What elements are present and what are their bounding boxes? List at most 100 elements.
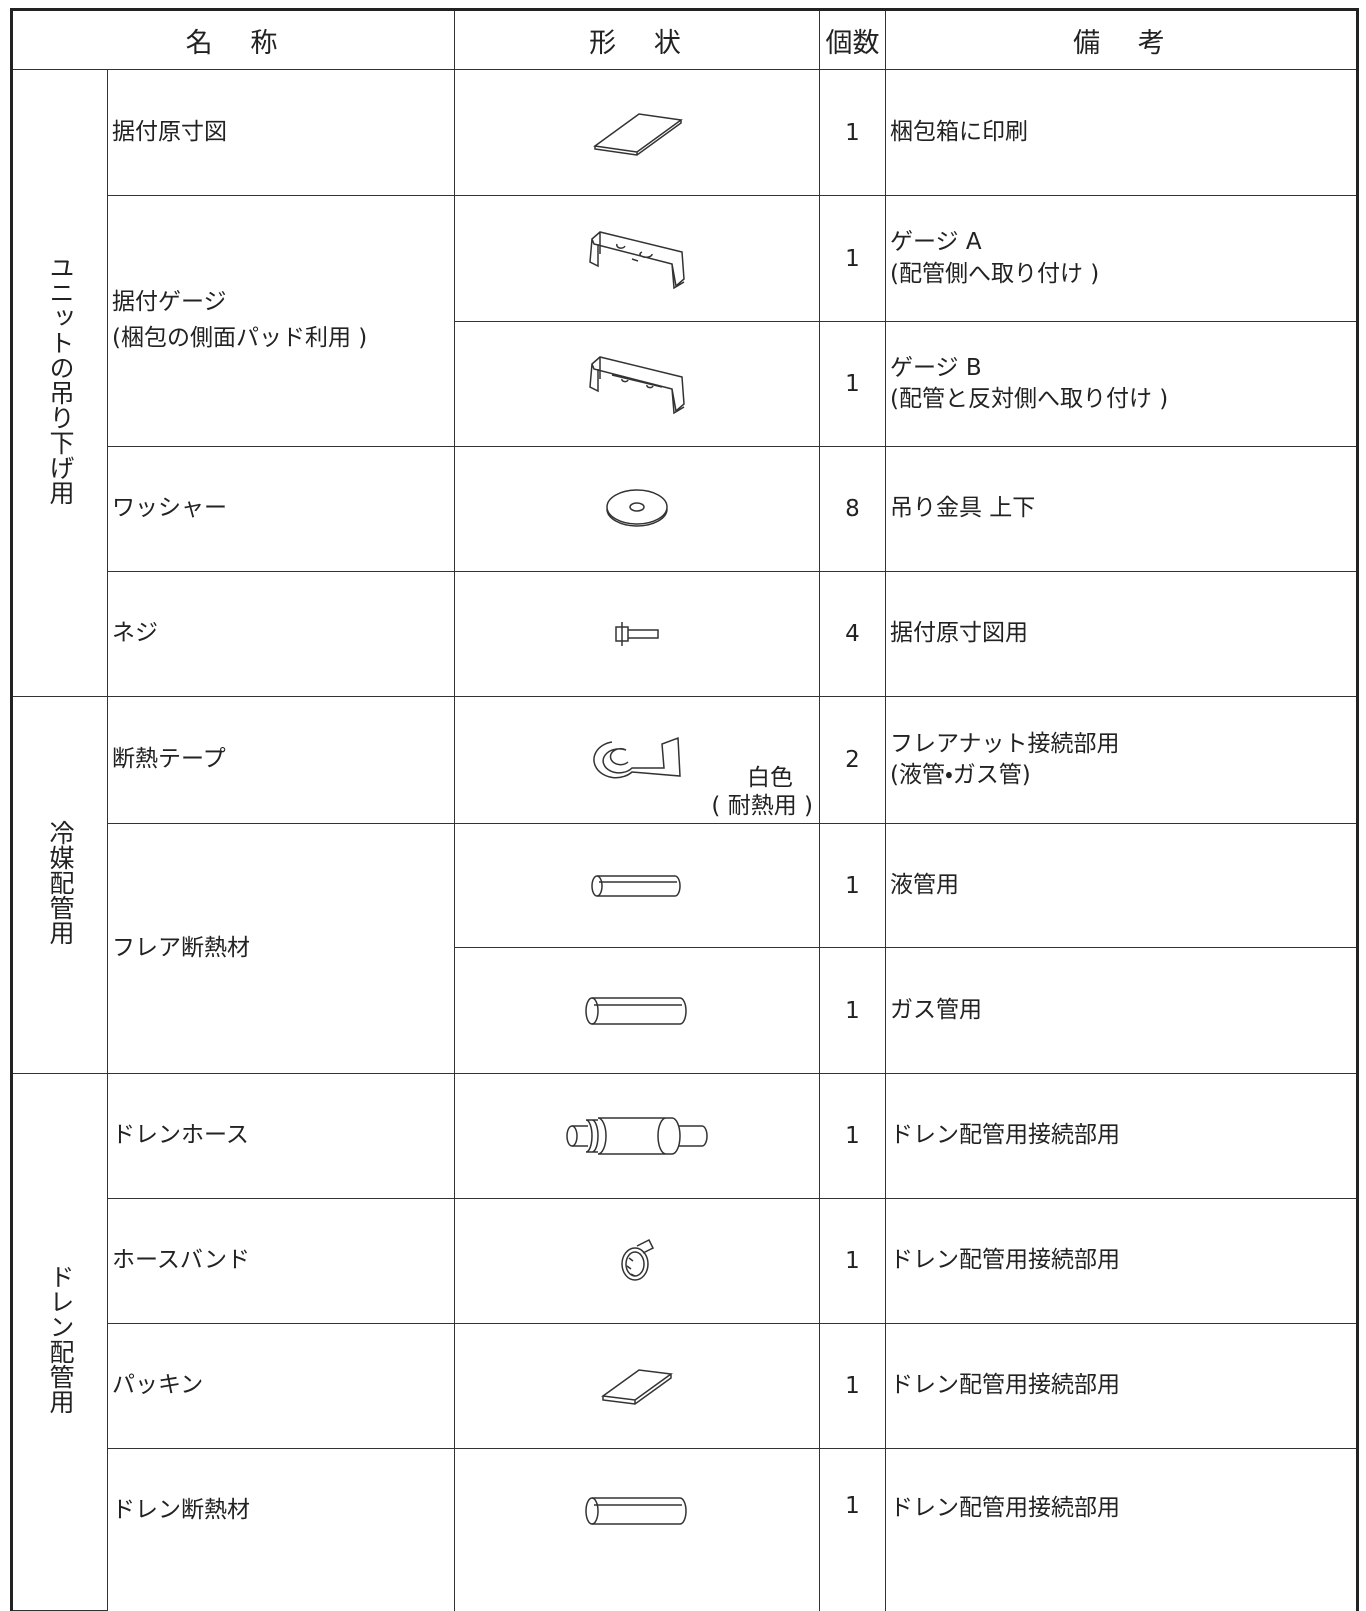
- shape-icon: [621, 1238, 655, 1281]
- remark-cell: 液管用: [885, 823, 1358, 948]
- row: ネジ 4 据付原寸図用: [12, 571, 1358, 697]
- row: ユニットの吊り下げ用 据付原寸図 1 梱包箱に印刷: [11, 69, 1358, 697]
- item-name: ワッシャー: [112, 495, 227, 522]
- item-name: パッキン: [112, 1372, 204, 1399]
- shape-cell: [454, 1323, 820, 1449]
- row: ドレン断熱材 1 ドレン配管用接続部用: [12, 1448, 1358, 1611]
- remark: フレアナット接続部用: [890, 730, 1120, 757]
- row: パッキン 1 ドレン配管用接続部用: [12, 1323, 1358, 1449]
- shape-icon: [591, 874, 681, 897]
- item-name: ホースバンド: [112, 1247, 250, 1274]
- item-name: フレア断熱材: [112, 934, 250, 961]
- shape-icon: [601, 1369, 673, 1405]
- shape-note-line: 白色: [747, 764, 793, 791]
- name-cell: フレア断熱材: [107, 823, 455, 1074]
- accessory-table: 名称 形状 個数 備考 ユニットの吊り下げ用 据付原寸図 1 梱包箱に印刷 据付…: [10, 8, 1359, 1611]
- shape-cell: [454, 947, 820, 1074]
- remark: ゲージ A: [890, 229, 982, 256]
- count-cell: 1: [819, 823, 886, 948]
- remark: (配管側へ取り付け ): [890, 260, 1100, 287]
- count-cell: 1: [819, 1073, 886, 1199]
- remark: 据付原寸図用: [890, 620, 1028, 647]
- remark: ドレン配管用接続部用: [890, 1122, 1120, 1149]
- name-cell: 据付原寸図: [107, 69, 455, 196]
- shape-icon: [585, 996, 687, 1025]
- group-label: 冷媒配管用: [46, 819, 75, 945]
- remark: 梱包箱に印刷: [890, 118, 1028, 145]
- remark: 吊り金具 上下: [890, 495, 1036, 522]
- remark: ゲージ B: [890, 354, 982, 381]
- count-cell: 1: [819, 195, 886, 322]
- count-cell: 1: [819, 1198, 886, 1324]
- row: フレア断熱材 1 液管用: [12, 823, 1358, 1074]
- row: ワッシャー 8 吊り金具 上下: [12, 446, 1358, 572]
- shape-icon: [589, 230, 685, 289]
- shape-cell: [454, 1073, 820, 1199]
- name-cell: 断熱テープ: [107, 696, 455, 824]
- group-cell: ユニットの吊り下げ用: [11, 69, 108, 697]
- remark-cell: ドレン配管用接続部用: [885, 1198, 1358, 1324]
- row: 冷媒配管用 断熱テープ 白色( 耐熱用 ) 2 フレアナット接続部用 (液管・ガス…: [11, 696, 1358, 1074]
- name-cell: パッキン: [107, 1323, 455, 1449]
- group-label: ドレン配管用: [46, 1264, 75, 1414]
- shape-cell: [454, 446, 820, 572]
- count-cell: 1: [819, 321, 886, 447]
- item-name: ネジ: [112, 620, 158, 647]
- name-cell: ドレン断熱材: [107, 1448, 455, 1611]
- shape-icon: [606, 489, 668, 527]
- remark-cell: ドレン配管用接続部用: [885, 1073, 1358, 1199]
- remark-cell: 吊り金具 上下: [885, 446, 1358, 572]
- shape-cell: [454, 1198, 820, 1324]
- row: ホースバンド 1 ドレン配管用接続部用: [12, 1198, 1358, 1324]
- name-cell: ホースバンド: [107, 1198, 455, 1324]
- shape-cell: [454, 195, 820, 322]
- count-cell: 1: [819, 947, 886, 1074]
- remark-cell: フレアナット接続部用 (液管・ガス管): [885, 696, 1358, 824]
- group-label: ユニットの吊り下げ用: [46, 255, 75, 505]
- group-cell: ドレン配管用: [11, 1073, 108, 1611]
- shape-cell: [454, 69, 820, 196]
- count-cell: 8: [819, 446, 886, 572]
- remark-cell: ゲージ B (配管と反対側へ取り付け ): [885, 321, 1358, 447]
- shape-note: 白色( 耐熱用 ): [711, 764, 813, 822]
- item-name: (梱包の側面パッド利用 ): [112, 325, 368, 351]
- header-row: 名称 形状 個数 備考: [11, 9, 1358, 70]
- remark-cell: 据付原寸図用: [885, 571, 1358, 697]
- count-cell: 1: [819, 1323, 886, 1449]
- remark-cell: ガス管用: [885, 947, 1358, 1074]
- item-name: ドレンホース: [112, 1122, 249, 1149]
- remark: (配管と反対側へ取り付け ): [890, 386, 1169, 412]
- row: 据付ゲージ (梱包の側面パッド利用 ) 1 ゲージ A (配管側へ取り付け ): [12, 195, 1358, 447]
- shape-cell: 白色( 耐熱用 ): [454, 696, 820, 824]
- shape-cell: [454, 571, 820, 697]
- shape-icon: [585, 1497, 687, 1525]
- remark: (液管・ガス管): [890, 762, 1031, 788]
- name-cell: ドレンホース: [107, 1073, 455, 1199]
- name-cell: ワッシャー: [107, 446, 455, 572]
- group-cell: 冷媒配管用: [11, 696, 108, 1074]
- remark-cell: ドレン配管用接続部用: [885, 1448, 1358, 1611]
- header-cell: 備考: [885, 9, 1358, 70]
- count-cell: 4: [819, 571, 886, 697]
- shape-cell: [454, 1448, 820, 1611]
- remark: ドレン配管用接続部用: [890, 1247, 1120, 1274]
- item-name: 据付ゲージ: [112, 289, 227, 316]
- shape-cell: [454, 823, 820, 948]
- shape-icon: [615, 622, 659, 646]
- row: 1 ガス管用: [12, 947, 1358, 1074]
- name-cell: ネジ: [107, 571, 455, 697]
- shape-icon: [589, 356, 685, 415]
- row: ドレン配管用 ドレンホース 1 ドレン配管用接続部用: [11, 1073, 1358, 1611]
- item-name: ドレン断熱材: [112, 1497, 250, 1523]
- header-cell: 名称: [11, 9, 455, 70]
- remark-cell: 梱包箱に印刷: [885, 69, 1358, 196]
- shape-cell: [454, 321, 820, 447]
- remark: ドレン配管用接続部用: [890, 1372, 1120, 1399]
- row: 1 ゲージ B (配管と反対側へ取り付け ): [12, 321, 1358, 447]
- item-name: 据付原寸図: [112, 118, 227, 145]
- remark-cell: ゲージ A (配管側へ取り付け ): [885, 195, 1358, 322]
- header-cell: 形状: [454, 9, 820, 70]
- item-name: 断熱テープ: [112, 746, 226, 773]
- shape-icon: [593, 736, 681, 779]
